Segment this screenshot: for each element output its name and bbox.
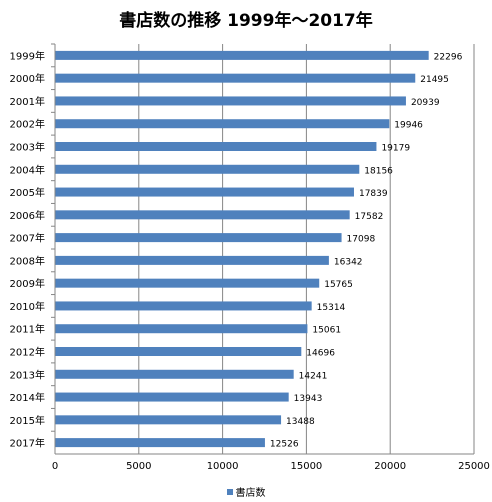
data-label: 12526: [270, 440, 299, 450]
bar: [55, 415, 282, 425]
bar: [55, 438, 265, 448]
category-label: 2009年: [10, 277, 45, 290]
legend-label: 書店数: [235, 488, 266, 499]
bar: [55, 278, 320, 288]
bar: [55, 142, 377, 151]
bar: [55, 255, 329, 265]
bar: [55, 73, 416, 83]
bar: [55, 301, 312, 311]
data-label: 15765: [324, 280, 353, 290]
bar: [55, 187, 354, 197]
category-label: 1999年: [10, 49, 45, 62]
category-label: 2006年: [10, 209, 45, 222]
bar: [55, 347, 302, 356]
legend: 書店数: [0, 484, 492, 499]
category-label: 2004年: [10, 163, 45, 176]
category-label: 2002年: [10, 118, 45, 131]
data-label: 17098: [347, 235, 376, 245]
bar: [55, 96, 406, 106]
gridlines: [138, 44, 475, 454]
legend-swatch: [226, 488, 233, 495]
bar: [55, 233, 342, 243]
category-label: 2011年: [10, 323, 45, 336]
data-label: 13943: [294, 394, 323, 404]
data-label: 14696: [306, 349, 335, 359]
bar: [55, 210, 350, 220]
data-label: 15314: [317, 303, 346, 313]
chart-title: 書店数の推移 1999年～2017年: [119, 11, 373, 31]
data-label: 20939: [411, 98, 440, 108]
bar: [55, 324, 308, 334]
data-label: 17582: [355, 212, 384, 222]
category-label: 2000年: [10, 72, 45, 85]
category-label: 2005年: [10, 186, 45, 199]
bar: [55, 50, 429, 60]
category-label: 2001年: [10, 95, 45, 108]
data-label: 18156: [364, 166, 393, 176]
category-label: 2012年: [10, 346, 45, 359]
data-label: 14241: [299, 371, 328, 381]
axes: 0 5000 10000 15000 20000 25000 1999年 2000年 2001年…: [10, 43, 490, 472]
data-label: 19946: [394, 121, 423, 131]
category-label: 2013年: [10, 368, 45, 381]
x-tick-label: 0: [52, 461, 58, 472]
data-label: 19179: [381, 144, 410, 154]
category-label: 2015年: [10, 414, 45, 427]
x-tick-label: 15000: [290, 461, 322, 472]
data-label: 17839: [359, 189, 388, 199]
bar: [55, 164, 360, 174]
bars: 22296 21495 20939 19946 19179 18156 17839 17582…: [55, 50, 463, 450]
bar: [55, 392, 289, 402]
data-label: 16342: [334, 257, 363, 267]
data-label: 22296: [434, 52, 463, 62]
category-label: 2007年: [10, 232, 45, 245]
category-label: 2017年: [10, 437, 45, 450]
x-tick-label: 20000: [374, 461, 406, 472]
category-label: 2003年: [10, 141, 45, 154]
data-label: 21495: [420, 75, 449, 85]
bar: [55, 119, 390, 129]
x-tick-label: 5000: [126, 461, 151, 472]
bar: [55, 369, 294, 379]
category-label: 2010年: [10, 300, 45, 313]
data-label: 15061: [312, 326, 341, 336]
category-label: 2014年: [10, 391, 45, 404]
x-tick-label: 10000: [207, 461, 239, 472]
data-label: 13488: [286, 417, 315, 427]
x-tick-label: 25000: [458, 461, 490, 472]
category-label: 2008年: [10, 254, 45, 267]
